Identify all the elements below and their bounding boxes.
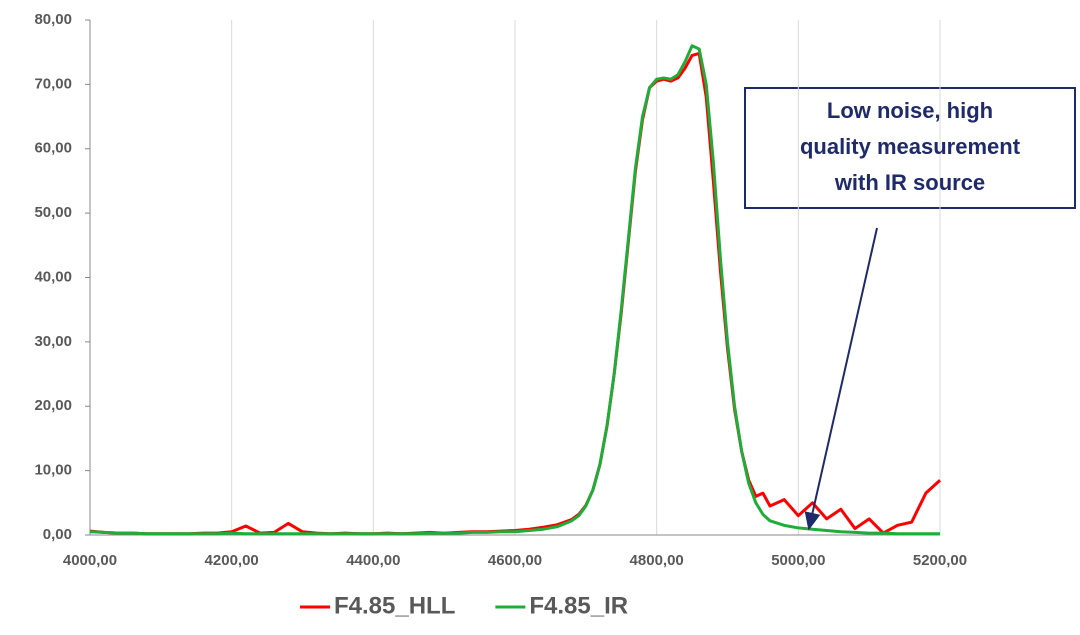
x-tick-label: 4400,00 xyxy=(346,552,400,569)
y-tick-label: 40,00 xyxy=(34,268,72,285)
x-tick-label: 4600,00 xyxy=(488,552,542,569)
x-tick-label: 4200,00 xyxy=(205,552,259,569)
annotation-arrow xyxy=(804,227,878,531)
y-tick-label: 30,00 xyxy=(34,333,72,350)
y-tick-label: 80,00 xyxy=(34,11,72,28)
annotation-text: Low noise, high xyxy=(827,98,993,123)
annotation-text: with IR source xyxy=(834,170,985,195)
annotation-box xyxy=(744,87,1076,209)
y-tick-label: 20,00 xyxy=(34,397,72,414)
y-tick-label: 60,00 xyxy=(34,140,72,157)
x-tick-label: 4800,00 xyxy=(630,552,684,569)
x-tick-label: 5000,00 xyxy=(771,552,825,569)
x-tick-label: 5200,00 xyxy=(913,552,967,569)
x-tick-label: 4000,00 xyxy=(63,552,117,569)
series-line xyxy=(89,44,940,536)
legend-label: F4.85_HLL xyxy=(334,592,455,619)
y-tick-label: 50,00 xyxy=(34,204,72,221)
y-tick-label: 0,00 xyxy=(43,526,72,543)
y-tick-label: 70,00 xyxy=(34,75,72,92)
annotation-text: quality measurement xyxy=(800,134,1021,159)
legend-label: F4.85_IR xyxy=(529,592,628,619)
y-tick-label: 10,00 xyxy=(34,462,72,479)
